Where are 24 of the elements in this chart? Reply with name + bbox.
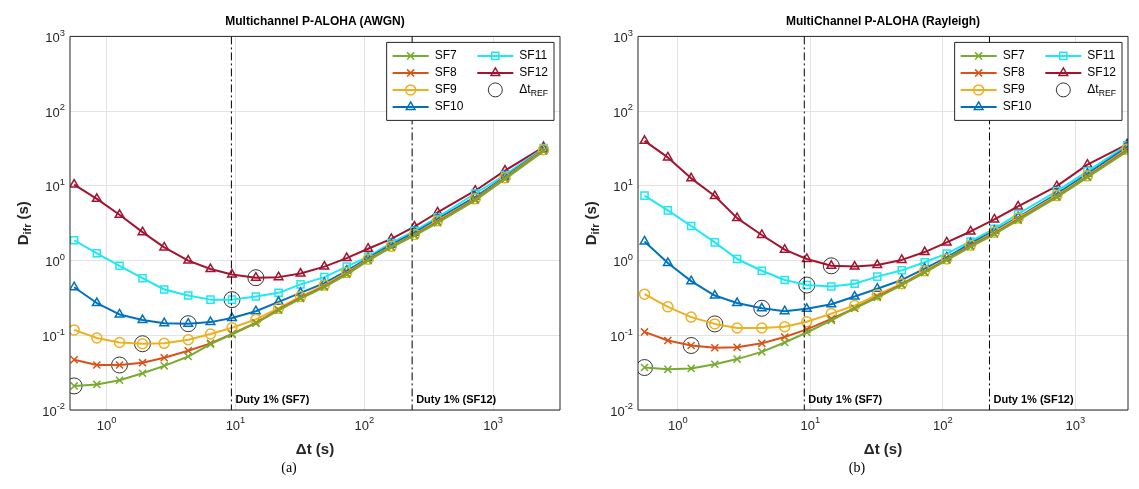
legend-label: SF8 <box>1002 65 1025 80</box>
legend-label: SF7 <box>1002 48 1025 63</box>
legend-label: SF10 <box>434 99 464 114</box>
legend-label: SF9 <box>1002 82 1025 97</box>
ref-line-label: Duty 1% (SF7) <box>235 393 310 406</box>
chart-title: MultiChannel P-ALOHA (Rayleigh) <box>785 13 981 28</box>
legend-label: SF12 <box>519 65 549 80</box>
ref-line-label: Duty 1% (SF7) <box>808 393 883 406</box>
chart-title: Multichannel P-ALOHA (AWGN) <box>225 13 405 28</box>
legend-label: SF9 <box>434 82 457 97</box>
legend-label: SF12 <box>1087 65 1117 80</box>
legend-label: SF10 <box>1002 99 1032 114</box>
legend-label: SF11 <box>1087 48 1116 63</box>
ref-line-label: Duty 1% (SF12) <box>416 393 497 406</box>
x-axis-title: Δt (s) <box>295 440 335 458</box>
y-axis-title: Difr (s) <box>582 201 602 246</box>
text: (b) <box>848 460 866 476</box>
ref-line-label: Duty 1% (SF12) <box>993 393 1074 406</box>
legend-label: SF7 <box>434 48 457 63</box>
legend-label: SF11 <box>519 48 548 63</box>
text: (a) <box>281 460 297 476</box>
y-axis-title: Difr (s) <box>14 201 34 246</box>
x-axis-title: Δt (s) <box>863 440 903 458</box>
legend-label: SF8 <box>434 65 457 80</box>
